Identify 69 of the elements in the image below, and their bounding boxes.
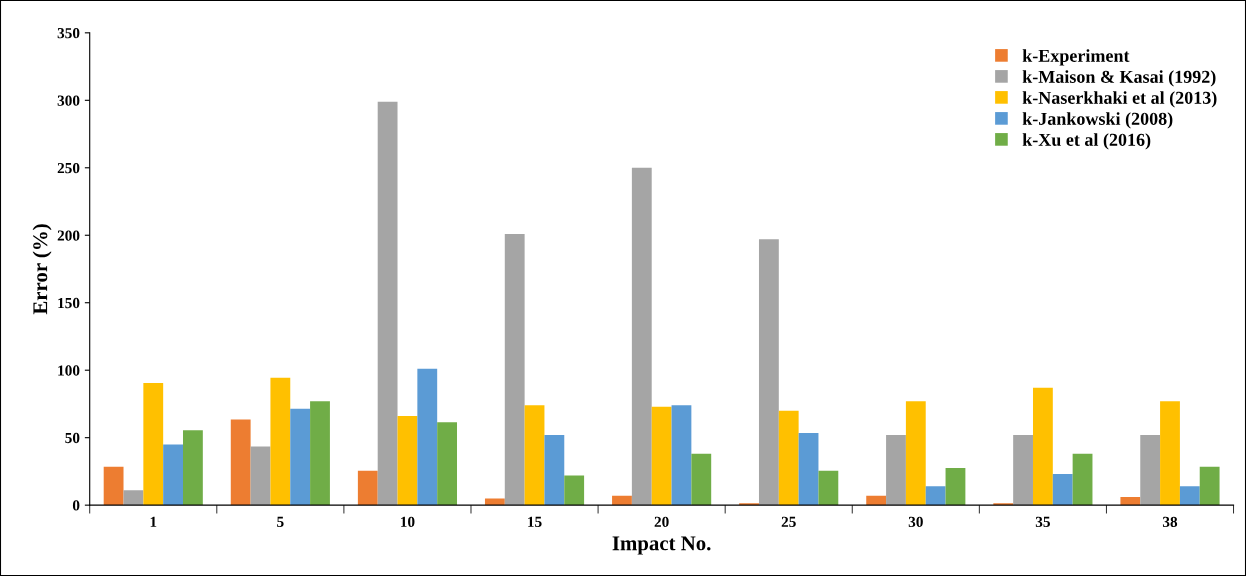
bar [163,444,183,506]
bar [905,401,926,506]
bar [778,410,799,506]
y-axis-title: Error (%) [32,224,52,315]
y-tick-label: 100 [58,365,80,376]
bar [818,470,839,506]
bar [925,486,946,506]
y-tick-label: 200 [57,230,80,241]
x-tick-label: 1 [150,516,157,527]
bar [504,233,525,506]
bar [230,419,251,506]
bar [866,495,887,506]
bar [1179,486,1200,506]
bar [290,408,311,506]
bar [1120,497,1141,506]
y-tick-label: 300 [57,95,80,106]
bar [886,434,906,506]
y-tick-label: 50 [65,432,80,444]
legend-label: k-Naserkhaki et al (2013) [1022,91,1217,108]
bar [270,377,291,506]
bar [143,383,164,506]
bar [484,498,505,506]
bar [1032,387,1053,506]
x-tick-label: 5 [277,516,284,528]
bar [123,490,144,506]
legend-label: k-Xu et al (2016) [1022,133,1151,150]
bar [691,453,712,506]
bar [1072,453,1093,506]
bar [564,475,585,506]
bar [103,466,124,506]
bar [631,167,652,506]
bar [993,503,1014,506]
bar [1052,474,1073,506]
y-tick-label: 250 [57,162,80,174]
bar [437,422,458,506]
bar [612,495,632,506]
legend-label: k-Jankowski (2008) [1022,112,1173,129]
bar [1160,401,1180,506]
x-tick-label: 25 [781,516,796,528]
legend-label: k-Experiment [1022,49,1130,66]
bar [945,468,966,506]
bar [183,430,203,506]
x-tick-label: 15 [528,516,542,528]
bar [1140,434,1161,506]
y-tick-label: 350 [57,27,80,39]
bar [1199,466,1220,506]
legend-label: k-Maison & Kasai (1992) [1022,70,1216,87]
x-axis-title: Impact No. [612,536,711,555]
x-tick-label: 20 [654,516,669,528]
x-tick-label: 30 [908,516,923,528]
y-tick-label: 150 [58,297,80,309]
x-tick-label: 10 [401,516,415,528]
bar [739,503,759,506]
bar [1013,434,1033,506]
bar [397,416,418,506]
bar [417,368,438,506]
bar [357,470,378,506]
bar [758,239,779,506]
bar [310,401,330,506]
bar [544,434,565,506]
x-tick-label: 38 [1162,516,1178,528]
bar [524,405,545,506]
bar [798,432,819,506]
bar [377,101,398,506]
bar [671,405,692,506]
bar [250,446,271,506]
bar [651,406,672,506]
y-tick-label: 0 [72,500,80,511]
x-tick-label: 35 [1035,516,1050,528]
